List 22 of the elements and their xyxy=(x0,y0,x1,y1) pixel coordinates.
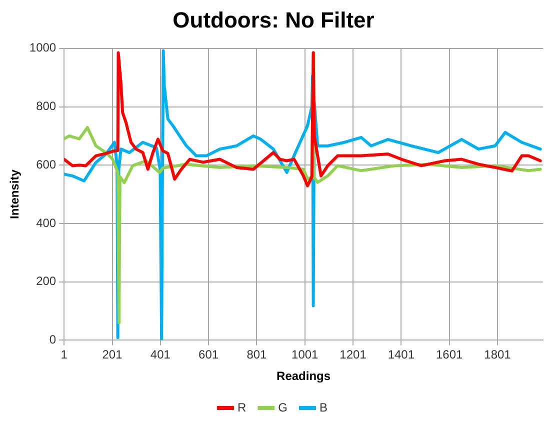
legend-label: G xyxy=(278,400,288,414)
x-tick-label: 401 xyxy=(150,348,171,362)
x-tick-label: 601 xyxy=(198,348,219,362)
x-tick-label: 201 xyxy=(102,348,123,362)
x-tick-label: 1201 xyxy=(340,348,367,362)
x-tick-label: 1 xyxy=(60,348,68,362)
y-tick-label: 200 xyxy=(36,274,56,288)
x-tick-label: 1401 xyxy=(388,348,415,362)
y-tick-label: 400 xyxy=(36,216,56,230)
legend-label: R xyxy=(238,400,246,414)
y-axis-title: Intensity xyxy=(8,169,22,219)
y-tick-label: 600 xyxy=(36,157,56,172)
x-tick-label: 1601 xyxy=(436,348,464,362)
x-axis-title: Readings xyxy=(276,369,331,384)
x-tick-label: 1001 xyxy=(292,348,319,362)
y-tick-label: 1000 xyxy=(29,40,56,55)
y-tick-label: 0 xyxy=(49,332,56,347)
x-tick-label: 801 xyxy=(246,348,268,362)
chart-title: Outdoors: No Filter xyxy=(172,7,375,32)
x-tick-label: 1801 xyxy=(484,348,512,362)
y-tick-label: 800 xyxy=(36,99,56,114)
legend-label: B xyxy=(320,400,328,414)
